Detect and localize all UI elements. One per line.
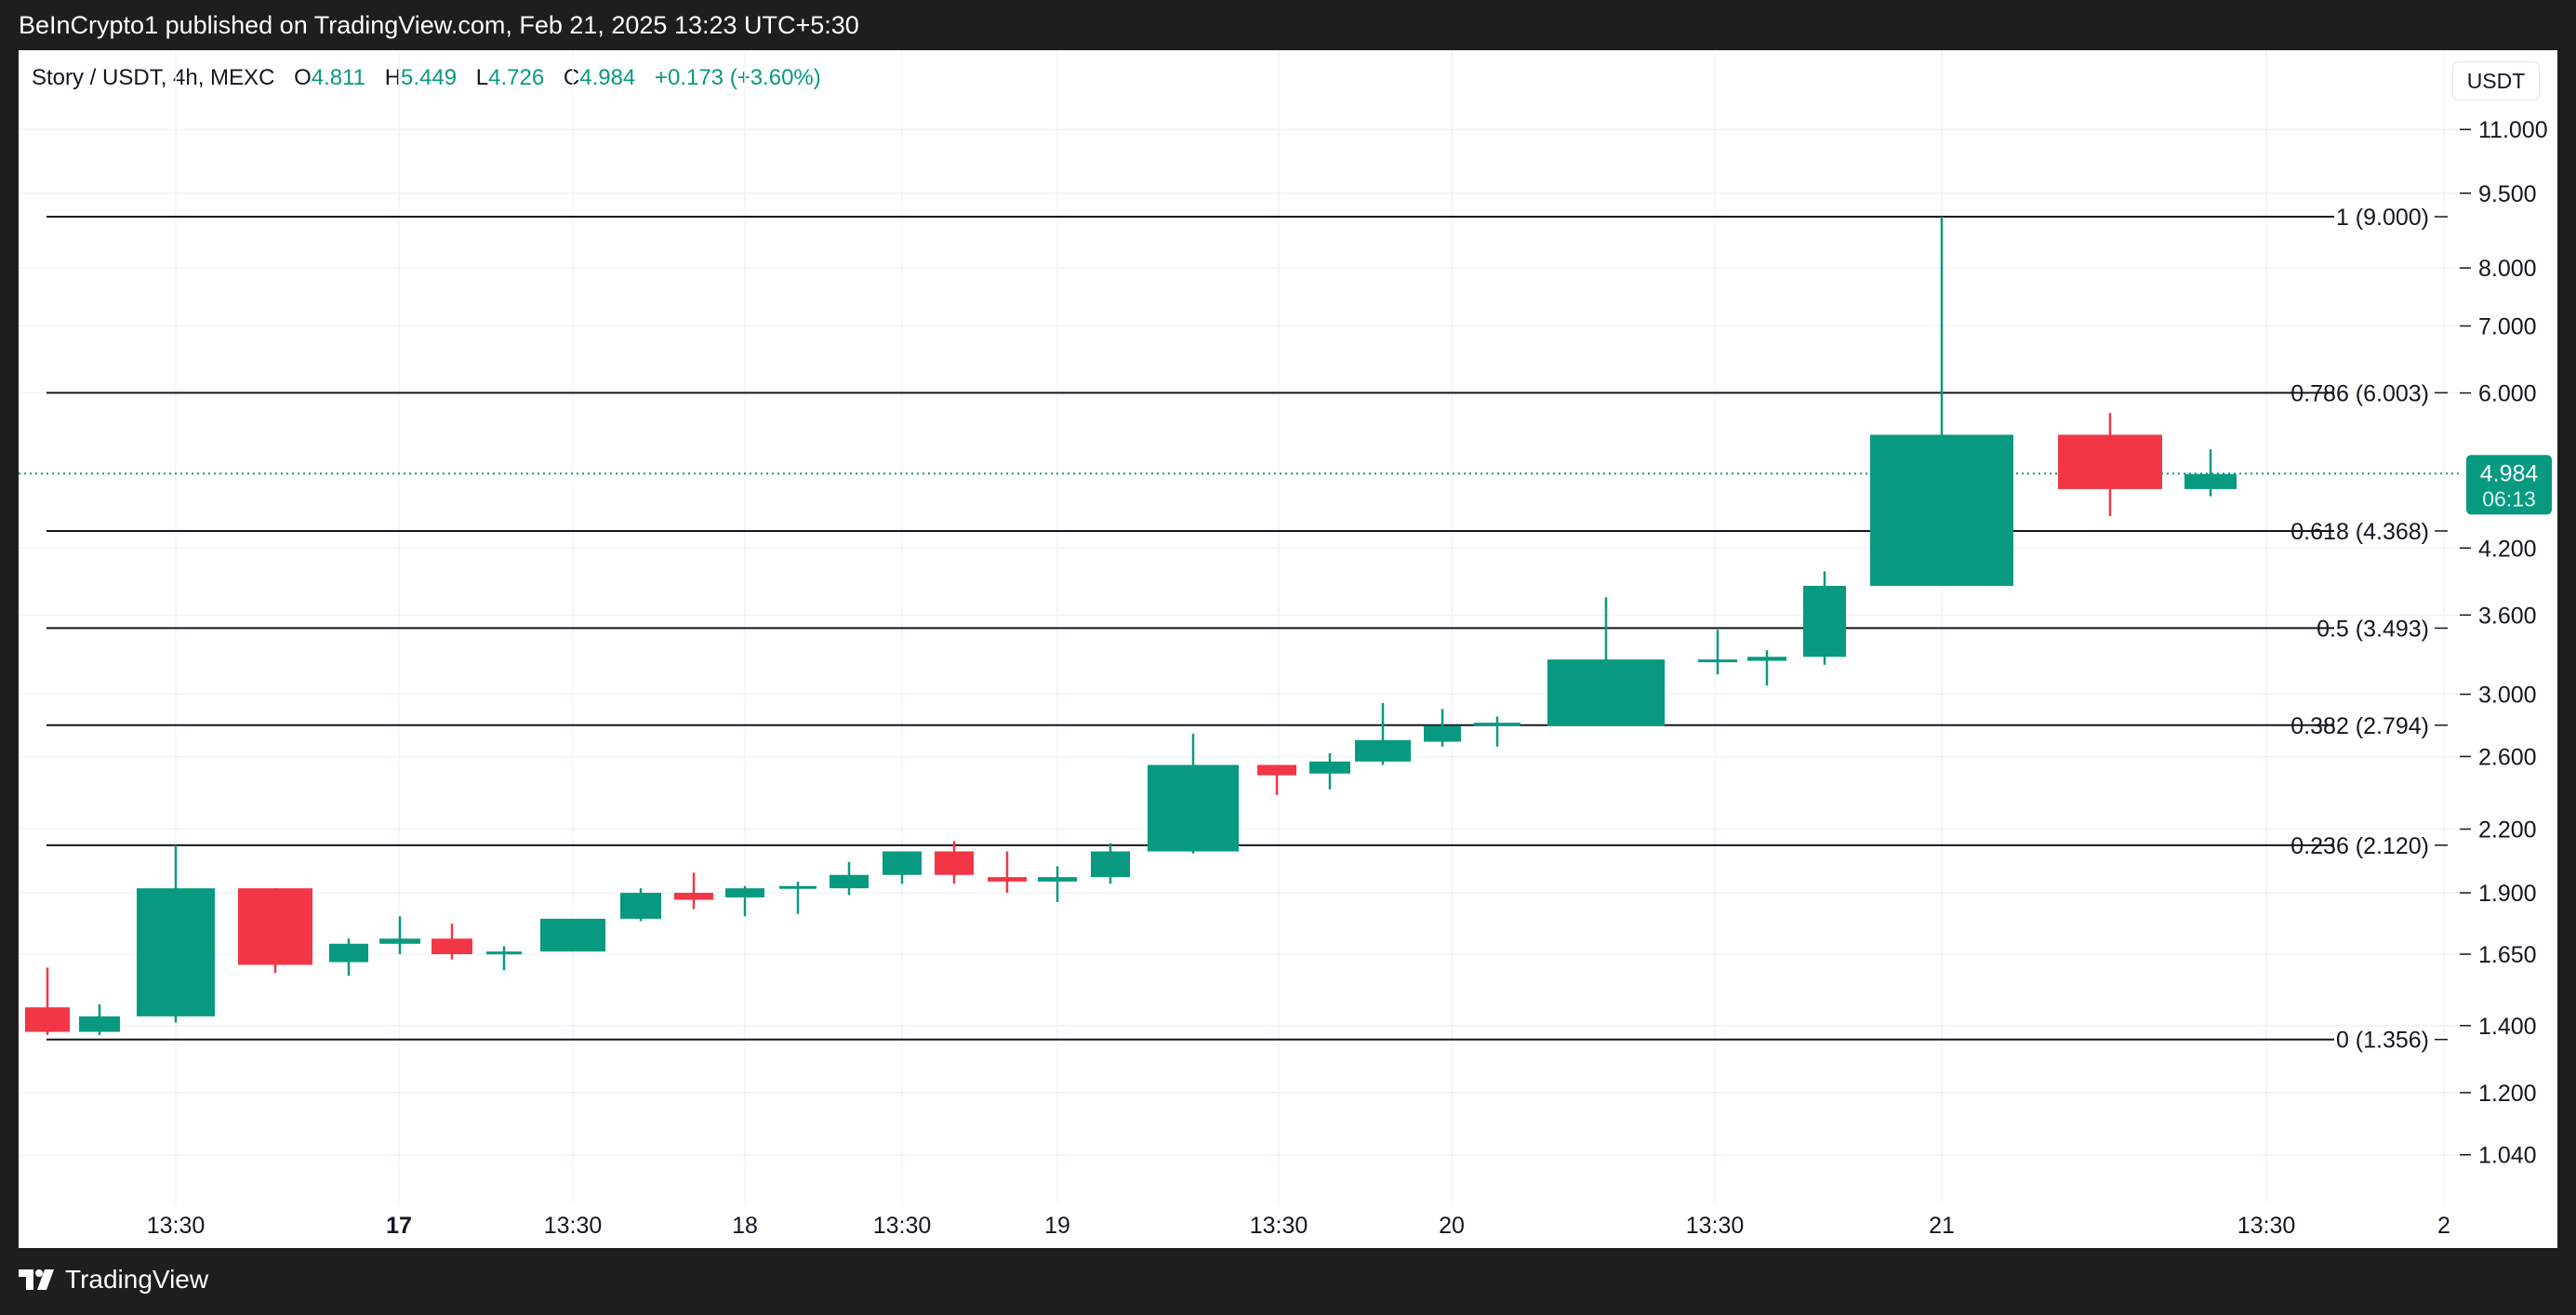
candle-body-up xyxy=(1148,764,1239,852)
candle-body-up xyxy=(1091,851,1130,878)
x-tick-label: 13:30 xyxy=(1686,1213,1745,1239)
candle-body-down xyxy=(674,893,713,900)
x-tick-label: 13:30 xyxy=(147,1213,206,1239)
x-tick-label: 18 xyxy=(732,1213,758,1239)
fib-level-label: 0 (1.356) xyxy=(2336,1028,2429,1054)
candle-body-up xyxy=(79,1016,120,1032)
candle-body-up xyxy=(540,918,605,952)
candle-body-up xyxy=(379,938,420,944)
y-tick-label: 4.200 xyxy=(2478,536,2537,562)
x-tick-label: 13:30 xyxy=(873,1213,932,1239)
x-tick-label: 13:30 xyxy=(2237,1213,2296,1239)
candle-body-up xyxy=(1038,877,1077,882)
legend-open-label: O xyxy=(294,65,312,90)
last-price-label: 4.984 xyxy=(2480,460,2539,486)
x-tick-label: 17 xyxy=(386,1213,412,1239)
currency-button[interactable]: USDT xyxy=(2452,61,2540,100)
candlestick-chart[interactable]: 11.000 9.500 8.000 7.000 6.000 4.200 3.600 3.00… xyxy=(19,50,2557,1248)
candle-body-up xyxy=(725,888,764,898)
x-tick-label: 19 xyxy=(1044,1213,1070,1239)
fib-level-label: 0.382 (2.794) xyxy=(2291,713,2429,739)
bar-countdown-label: 06:13 xyxy=(2482,486,2536,511)
y-tick-label: 9.500 xyxy=(2478,181,2537,207)
y-tick-label: 1.900 xyxy=(2478,881,2537,907)
candle-body-up xyxy=(1474,723,1520,726)
candle-body-up xyxy=(1547,659,1665,726)
fib-level-label: 0.5 (3.493) xyxy=(2317,616,2429,642)
legend-close-label: C xyxy=(563,65,580,90)
candle-body-up xyxy=(830,874,869,889)
candle-body-up xyxy=(779,885,817,889)
candle-body-up xyxy=(486,951,522,955)
candle-body-up xyxy=(1870,434,2013,586)
y-tick-label: 1.200 xyxy=(2478,1081,2537,1107)
candle-body-up xyxy=(1803,585,1846,658)
candle-body-up xyxy=(1698,659,1737,663)
candle-body-down xyxy=(238,888,312,965)
candle-body-up xyxy=(1424,725,1461,742)
candle-body-up xyxy=(883,851,922,875)
candle-body-up xyxy=(620,893,661,919)
legend-close-value: 4.984 xyxy=(579,65,636,90)
legend-high-label: H xyxy=(384,65,402,90)
brand-text: TradingView xyxy=(65,1265,209,1294)
candle-body-down xyxy=(432,938,472,954)
fib-level-label: 0.786 (6.003) xyxy=(2291,380,2429,406)
x-tick-label: 20 xyxy=(1439,1213,1465,1239)
candle-body-up xyxy=(137,888,215,1016)
y-tick-label: 3.000 xyxy=(2478,683,2537,709)
x-tick-label: 2 xyxy=(2437,1213,2450,1239)
x-tick-label: 13:30 xyxy=(1250,1213,1308,1239)
fib-level-label: 0.618 (4.368) xyxy=(2291,519,2429,545)
x-tick-label: 21 xyxy=(1929,1213,1955,1239)
footer-bar: TradingView xyxy=(0,1248,2576,1315)
tradingview-logo-icon xyxy=(19,1269,54,1290)
candle-body-down xyxy=(935,851,974,875)
candle-body-up xyxy=(329,943,368,963)
legend-change: +0.173 (+3.60%) xyxy=(654,65,821,90)
y-tick-label: 6.000 xyxy=(2478,381,2537,407)
candle-body-down xyxy=(2058,434,2162,489)
fib-level-label: 0.236 (2.120) xyxy=(2291,833,2429,859)
candle-body-up xyxy=(2184,473,2237,489)
last-price-badge xyxy=(2466,455,2552,515)
candle-body-down xyxy=(988,877,1027,882)
y-tick-label: 1.040 xyxy=(2478,1143,2537,1169)
y-tick-label: 3.600 xyxy=(2478,603,2537,629)
legend-low-value: 4.726 xyxy=(488,65,545,90)
legend-symbol: Story / USDT, 4h, MEXC xyxy=(32,65,275,90)
candle-body-up xyxy=(1747,657,1786,661)
tradingview-brand[interactable]: TradingView xyxy=(19,1265,208,1295)
legend-open-value: 4.811 xyxy=(311,65,366,90)
y-tick-label: 2.600 xyxy=(2478,744,2537,770)
fib-level-label: 1 (9.000) xyxy=(2336,205,2429,231)
candle-body-down xyxy=(25,1007,70,1032)
x-tick-label: 13:30 xyxy=(544,1213,603,1239)
chart-panel[interactable]: Story / USDT, 4h, MEXC O4.811 H5.449 L4.… xyxy=(19,50,2557,1248)
symbol-legend: Story / USDT, 4h, MEXC O4.811 H5.449 L4.… xyxy=(32,65,821,91)
legend-high-value: 5.449 xyxy=(401,65,458,90)
y-tick-label: 1.400 xyxy=(2478,1014,2537,1040)
y-tick-label: 7.000 xyxy=(2478,313,2537,339)
publish-line: BeInCrypto1 published on TradingView.com… xyxy=(19,11,859,39)
y-tick-label: 1.650 xyxy=(2478,942,2537,968)
publish-bar: BeInCrypto1 published on TradingView.com… xyxy=(0,0,2576,50)
candle-body-up xyxy=(1309,761,1350,774)
y-tick-label: 2.200 xyxy=(2478,817,2537,843)
legend-low-label: L xyxy=(475,65,489,90)
candle-body-up xyxy=(1355,739,1411,762)
candle-body-down xyxy=(1257,764,1296,776)
y-tick-label: 11.000 xyxy=(2478,117,2548,143)
y-tick-label: 8.000 xyxy=(2478,256,2537,282)
